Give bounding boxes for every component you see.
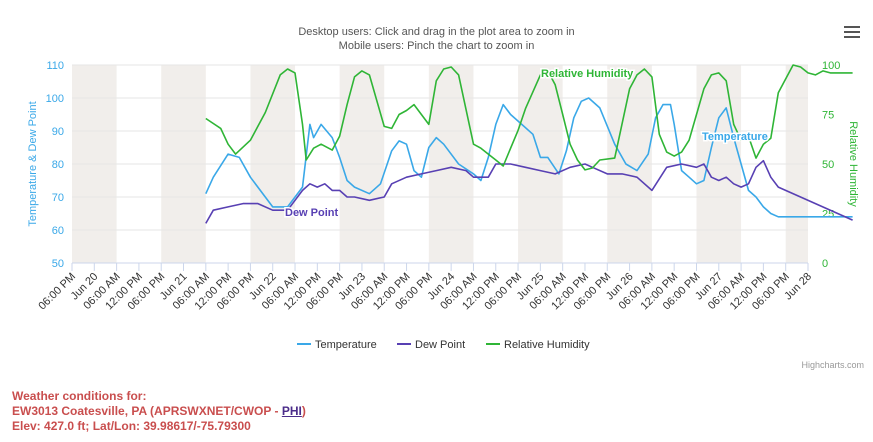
chart-subtitle-line2: Mobile users: Pinch the chart to zoom in	[338, 40, 535, 52]
chart-container[interactable]: Desktop users: Click and drag in the plo…	[0, 0, 873, 385]
series-label: Temperature	[702, 131, 768, 143]
y-right-tick-label: 75	[822, 110, 834, 122]
series-line-relative-humidity	[205, 64, 853, 171]
y-right-tick-label: 0	[822, 258, 828, 270]
station-name-suffix: )	[301, 404, 306, 418]
y-right-axis-title: Relative Humidity	[847, 121, 859, 207]
station-info: Weather conditions for: EW3013 Coatesvil…	[12, 389, 306, 434]
legend-item-label[interactable]: Temperature	[315, 339, 377, 351]
legend-item-label[interactable]: Relative Humidity	[504, 339, 590, 351]
y-left-tick-label: 70	[52, 192, 64, 204]
y-left-tick-label: 60	[52, 225, 64, 237]
series-line-temperature	[205, 97, 853, 218]
station-info-heading: Weather conditions for:	[12, 389, 147, 403]
y-left-tick-label: 100	[46, 93, 64, 105]
series-label: Relative Humidity	[541, 68, 634, 80]
y-left-tick-label: 90	[52, 126, 64, 138]
station-office-link[interactable]: PHI	[281, 404, 302, 418]
chart-subtitle-line1: Desktop users: Click and drag in the plo…	[298, 26, 575, 38]
y-right-tick-label: 50	[822, 159, 834, 171]
y-right-tick-label: 100	[822, 60, 840, 72]
legend-item-label[interactable]: Dew Point	[415, 339, 465, 351]
station-info-name: EW3013 Coatesville, PA (APRSWXNET/CWOP -…	[12, 404, 306, 419]
y-left-tick-label: 80	[52, 159, 64, 171]
y-left-tick-label: 110	[46, 60, 64, 72]
y-left-tick-label: 50	[52, 258, 64, 270]
highcharts-credits[interactable]: Highcharts.com	[801, 360, 864, 370]
series-label: Dew Point	[285, 207, 339, 219]
station-name-text: EW3013 Coatesville, PA (APRSWXNET/CWOP -	[12, 404, 282, 418]
y-left-axis-title: Temperature & Dew Point	[27, 101, 39, 226]
hamburger-menu-icon[interactable]	[842, 24, 862, 40]
station-location: Elev: 427.0 ft; Lat/Lon: 39.98617/-75.79…	[12, 419, 251, 433]
